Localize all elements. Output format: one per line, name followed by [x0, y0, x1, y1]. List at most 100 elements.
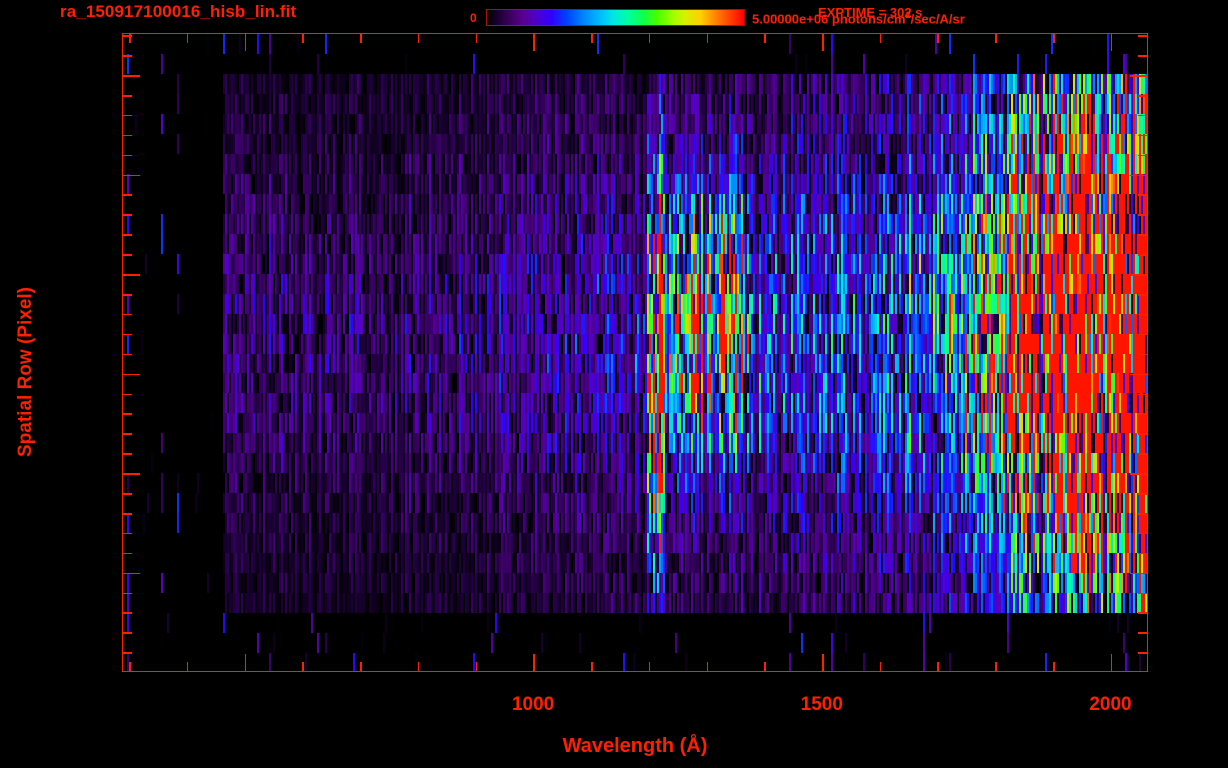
x-minor-tick: [186, 662, 189, 671]
x-minor-tick-top: [995, 34, 997, 43]
x-minor-tick: [302, 662, 304, 671]
y-minor-tick-right: [1138, 393, 1147, 396]
colorbar-max-value: 5.00000e+06 photons/cm: [752, 11, 906, 27]
x-minor-tick: [879, 662, 882, 671]
y-minor-tick: [123, 493, 132, 495]
y-minor-tick-right: [1138, 552, 1147, 555]
x-major-tick: [821, 654, 824, 671]
y-minor-tick-right: [1138, 194, 1147, 197]
x-minor-tick: [1052, 662, 1055, 671]
x-minor-tick: [706, 662, 709, 671]
x-axis-title: Wavelength (Å): [562, 735, 708, 757]
spectrogram-image: [123, 34, 1147, 671]
y-major-tick: [123, 473, 140, 475]
x-major-tick-top: [821, 34, 824, 51]
x-minor-tick-top: [879, 34, 882, 43]
x-minor-tick-top: [129, 34, 131, 43]
x-minor-tick: [591, 662, 593, 671]
y-major-tick: [123, 75, 140, 77]
y-major-tick: [123, 572, 140, 575]
x-major-tick: [533, 654, 535, 671]
y-minor-tick-right: [1138, 433, 1147, 435]
x-minor-tick: [995, 662, 997, 671]
y-major-tick-right: [1130, 75, 1147, 77]
y-minor-tick-right: [1138, 632, 1147, 634]
y-minor-tick: [123, 254, 132, 256]
colorbar-min-label: 0: [470, 11, 477, 25]
x-major-tick-top: [533, 34, 535, 51]
y-major-tick-right: [1130, 473, 1147, 475]
y-major-tick: [123, 274, 140, 276]
y-minor-tick-right: [1138, 532, 1147, 535]
x-minor-tick-top: [706, 34, 709, 43]
y-minor-tick-right: [1138, 214, 1147, 216]
y-minor-tick: [123, 55, 132, 57]
y-major-tick-right: [1130, 572, 1147, 575]
x-minor-tick-top: [186, 34, 189, 43]
y-minor-tick-right: [1138, 134, 1147, 137]
y-minor-tick-right: [1138, 333, 1147, 336]
plot-frame: [122, 33, 1148, 672]
x-minor-tick-top: [591, 34, 593, 43]
x-minor-tick: [360, 662, 362, 671]
y-minor-tick-right: [1138, 612, 1147, 615]
y-minor-tick-right: [1138, 493, 1147, 495]
y-minor-tick: [123, 134, 132, 137]
y-major-tick-right: [1130, 174, 1147, 177]
y-minor-tick-right: [1138, 114, 1147, 117]
y-minor-tick-right: [1138, 592, 1147, 595]
x-minor-tick-top: [360, 34, 362, 43]
x-minor-tick-top: [302, 34, 304, 43]
y-minor-tick-right: [1138, 35, 1147, 37]
y-minor-tick-right: [1138, 154, 1147, 157]
x-minor-tick-top: [648, 34, 651, 43]
y-minor-tick: [123, 353, 132, 356]
y-minor-tick: [123, 313, 132, 316]
y-minor-tick: [123, 592, 132, 595]
x-tick-label: 2000: [1089, 694, 1132, 715]
y-major-tick-right: [1130, 373, 1147, 376]
y-minor-tick-right: [1138, 293, 1147, 296]
y-minor-tick: [123, 154, 132, 157]
y-major-tick: [123, 174, 140, 177]
y-minor-tick: [123, 393, 132, 396]
x-minor-tick-top: [937, 34, 940, 43]
x-minor-tick-top: [417, 34, 420, 43]
y-minor-tick: [123, 612, 132, 615]
y-minor-tick: [123, 214, 132, 216]
y-minor-tick: [123, 194, 132, 197]
y-major-tick: [123, 373, 140, 376]
x-major-tick: [244, 654, 247, 671]
exptime-label: EXPTIME = 302 s: [818, 5, 923, 20]
y-minor-tick: [123, 234, 132, 236]
y-axis-title: Spatial Row (Pixel): [15, 287, 36, 457]
x-minor-tick-top: [1052, 34, 1055, 43]
x-minor-tick-top: [764, 34, 766, 43]
y-minor-tick: [123, 532, 132, 535]
y-minor-tick-right: [1138, 254, 1147, 256]
y-minor-tick: [123, 632, 132, 634]
page-title: ra_150917100016_hisb_lin.fit: [60, 2, 297, 21]
x-minor-tick: [475, 662, 478, 671]
y-minor-tick: [123, 293, 132, 296]
y-minor-tick: [123, 512, 132, 515]
y-minor-tick: [123, 94, 132, 97]
colorbar-max-suffix: /sec/A/sr: [910, 11, 965, 27]
x-minor-tick: [417, 662, 420, 671]
x-major-tick: [1110, 654, 1113, 671]
y-minor-tick-right: [1138, 512, 1147, 515]
y-minor-tick-right: [1138, 453, 1147, 455]
colorbar-gradient: [486, 9, 745, 26]
y-major-tick-right: [1130, 274, 1147, 276]
y-minor-tick-right: [1138, 652, 1147, 654]
y-minor-tick: [123, 114, 132, 117]
y-minor-tick-right: [1138, 55, 1147, 57]
y-minor-tick: [123, 453, 132, 455]
x-major-tick-top: [1110, 34, 1113, 51]
colorbar-max-exponent: 2: [905, 10, 911, 20]
y-minor-tick-right: [1138, 313, 1147, 316]
y-minor-tick: [123, 35, 132, 37]
x-minor-tick-top: [475, 34, 478, 43]
x-tick-label: 1500: [800, 694, 843, 715]
